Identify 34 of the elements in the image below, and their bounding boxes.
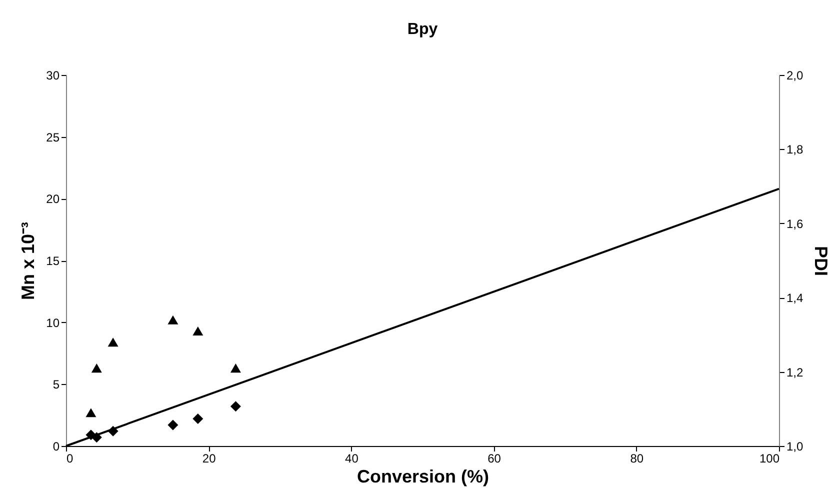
y-tick-label: 10 — [46, 316, 60, 330]
y-tick-label: 0 — [52, 440, 60, 454]
y2-axis-title: PDI — [811, 246, 832, 276]
point — [168, 420, 178, 430]
x-tick-label: 40 — [345, 452, 359, 466]
point — [91, 432, 102, 443]
y-tick-label: 20 — [46, 192, 60, 206]
point — [192, 326, 204, 336]
y2-tick-label: 1,6 — [786, 216, 804, 231]
x-tick-label: 80 — [630, 452, 644, 466]
y2-tick-label: 1,8 — [786, 142, 804, 157]
point — [91, 364, 102, 373]
y-axis-title: Mn x 10⁻³ — [18, 222, 38, 300]
chart-title: Bpy — [407, 21, 438, 38]
point — [230, 401, 241, 412]
y2-tick-label: 1,4 — [786, 291, 804, 306]
y2-tick-label: 2,0 — [786, 68, 804, 82]
point — [192, 414, 204, 424]
y2-tick-label: 1,2 — [786, 365, 804, 380]
y-tick-label: 25 — [46, 130, 60, 144]
point — [168, 315, 178, 324]
point — [108, 426, 118, 436]
y-tick-label: 15 — [46, 254, 60, 268]
x-tick-label: 100 — [759, 452, 780, 466]
x-tick-label: 0 — [66, 452, 74, 466]
x-tick-label: 20 — [202, 452, 216, 466]
x-axis-title: Conversion (%) — [356, 466, 490, 486]
point — [108, 338, 118, 347]
point — [230, 364, 241, 373]
point — [86, 408, 96, 418]
y2-tick-label: 1,0 — [786, 440, 804, 454]
y-tick-label: 30 — [46, 68, 60, 82]
x-tick-label: 60 — [488, 452, 502, 466]
y-tick-label: 5 — [52, 378, 60, 392]
